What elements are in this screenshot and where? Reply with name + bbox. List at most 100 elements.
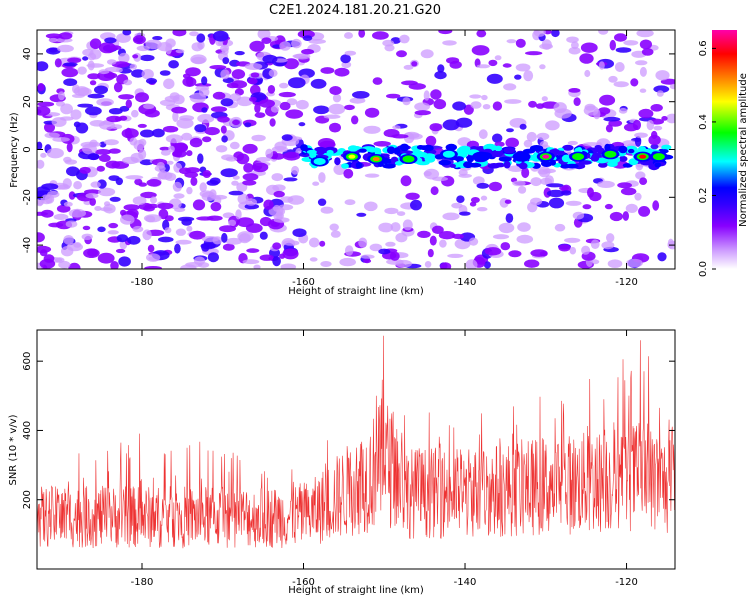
noise-blob	[521, 167, 530, 179]
noise-blob	[158, 208, 169, 220]
noise-blob	[94, 149, 112, 155]
signal-hotspot	[445, 152, 453, 157]
noise-blob	[400, 175, 412, 187]
noise-blob	[345, 245, 354, 256]
noise-blob	[259, 216, 272, 227]
noise-blob	[551, 30, 560, 38]
noise-blob	[582, 142, 601, 147]
noise-blob	[68, 191, 76, 200]
noise-blob	[186, 150, 193, 157]
noise-blob	[288, 77, 306, 89]
signal-band-blob	[489, 150, 503, 158]
noise-blob	[309, 257, 318, 262]
noise-blob	[593, 108, 601, 120]
noise-blob	[538, 166, 551, 178]
signal-band-blob	[424, 155, 436, 163]
noise-blob	[364, 107, 380, 118]
noise-blob	[634, 135, 642, 147]
noise-blob	[494, 141, 505, 147]
noise-blob	[58, 184, 71, 190]
noise-blob	[221, 135, 228, 143]
noise-blob	[492, 133, 503, 143]
noise-blob	[175, 49, 185, 54]
noise-blob	[210, 202, 222, 212]
noise-blob	[159, 70, 171, 76]
signal-band-blob	[466, 155, 474, 163]
noise-blob	[168, 60, 180, 69]
noise-blob	[609, 39, 616, 51]
noise-blob	[90, 181, 101, 188]
noise-blob	[396, 50, 407, 58]
noise-blob	[437, 64, 445, 73]
signal-hotspot	[518, 154, 526, 159]
x-tick-label: -180	[131, 277, 154, 288]
noise-blob	[540, 177, 553, 185]
noise-blob	[402, 219, 413, 231]
noise-blob	[55, 101, 66, 107]
noise-blob	[232, 175, 240, 180]
noise-blob	[564, 237, 581, 243]
noise-blob	[132, 225, 144, 233]
colorbar-tick-label: 0.6	[698, 40, 709, 56]
noise-blob	[328, 103, 346, 115]
noise-blob	[73, 181, 82, 190]
noise-blob	[231, 69, 246, 80]
colorbar-gradient	[712, 30, 737, 269]
noise-blob	[180, 264, 197, 269]
noise-blob	[623, 40, 639, 46]
noise-blob	[430, 186, 439, 196]
noise-blob	[565, 200, 582, 206]
colorbar-tick-label: 0.0	[698, 261, 709, 277]
noise-blob	[535, 103, 545, 109]
signal-hotspot	[372, 157, 380, 162]
noise-blob	[634, 192, 642, 201]
noise-blob	[558, 244, 571, 252]
noise-blob	[68, 208, 86, 218]
noise-blob	[320, 206, 334, 214]
noise-blob	[171, 106, 188, 114]
noise-blob	[81, 233, 93, 240]
signal-band-blob	[454, 156, 464, 162]
noise-blob	[571, 41, 579, 50]
noise-blob	[638, 206, 651, 217]
noise-blob	[147, 244, 155, 253]
signal-hotspot	[655, 154, 663, 159]
noise-blob	[358, 237, 368, 248]
noise-blob	[145, 215, 156, 223]
noise-blob	[174, 243, 181, 254]
noise-blob	[589, 191, 602, 202]
noise-blob	[242, 143, 258, 154]
noise-blob	[118, 94, 135, 100]
noise-blob	[386, 258, 404, 265]
noise-blob	[458, 169, 468, 176]
signal-hotspot	[606, 152, 614, 157]
noise-blob	[468, 237, 479, 246]
noise-blob	[105, 160, 121, 169]
noise-blob	[156, 162, 165, 169]
noise-blob	[554, 108, 572, 119]
noise-blob	[202, 170, 211, 178]
noise-blob	[263, 199, 274, 210]
noise-blob	[569, 246, 577, 255]
noise-blob	[312, 181, 320, 186]
noise-blob	[434, 71, 447, 80]
noise-blob	[104, 37, 117, 44]
noise-blob	[391, 134, 409, 139]
signal-hotspot	[542, 154, 550, 159]
noise-blob	[37, 199, 43, 207]
noise-blob	[291, 165, 300, 175]
noise-blob	[320, 67, 335, 74]
noise-blob	[235, 209, 242, 220]
noise-blob	[554, 223, 566, 232]
noise-blob	[515, 63, 531, 72]
noise-blob	[329, 86, 342, 95]
noise-blob	[618, 107, 628, 114]
noise-blob	[536, 132, 550, 141]
noise-blob	[189, 230, 206, 240]
noise-blob	[40, 209, 54, 218]
noise-blob	[279, 82, 289, 89]
noise-blob	[470, 197, 480, 203]
noise-blob	[269, 118, 276, 127]
noise-blob	[344, 199, 356, 206]
noise-blob	[172, 111, 179, 122]
